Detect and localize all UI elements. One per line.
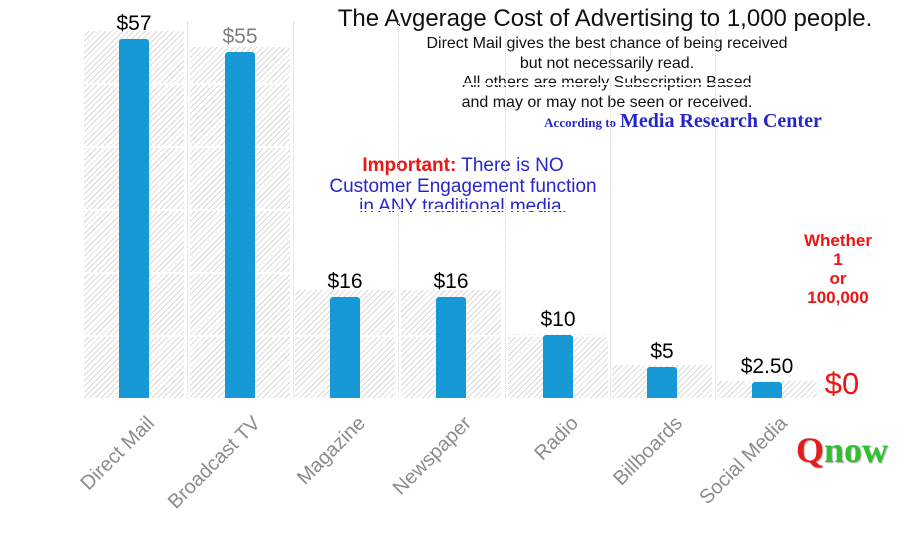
bar-direct-mail: [119, 38, 149, 398]
important-rest: There is NO: [456, 155, 564, 176]
gridline-vertical: [610, 22, 611, 398]
category-label: Magazine: [292, 412, 370, 490]
bar-magazine: [330, 297, 360, 398]
category-label: Radio: [530, 412, 583, 465]
gridline-vertical: [292, 22, 294, 398]
gridline-horizontal: [83, 272, 818, 274]
bar-value-label: $10: [540, 308, 576, 331]
category-label: Broadcast TV: [163, 412, 265, 514]
side-note-line-4: 100,000: [807, 288, 869, 307]
important-note-line-3: in ANY traditional media.: [359, 196, 567, 217]
bar-broadcast-tv: [225, 51, 255, 398]
important-note: Important: There is NO Customer Engageme…: [287, 155, 639, 218]
attribution: According to Media Research Center: [433, 110, 905, 133]
gridline-horizontal: [83, 209, 818, 211]
side-note: Whether 1 or 100,000: [786, 231, 890, 307]
gridline-vertical: [714, 22, 716, 398]
important-note-line-2: Customer Engagement function: [329, 175, 597, 197]
bar-radio: [543, 335, 573, 398]
bar-value-label: $16: [327, 270, 363, 294]
chart-subtitle: Direct Mail gives the best chance of bei…: [310, 34, 904, 112]
bar-social-media: [752, 382, 782, 398]
gridline-vertical: [504, 22, 506, 398]
category-label: Billboards: [609, 412, 687, 490]
important-note-line-1: Important: There is NO: [287, 155, 639, 177]
gridline-vertical: [187, 22, 188, 398]
gridline-horizontal: [83, 146, 818, 148]
qnow-logo: Qnow: [796, 431, 888, 469]
side-note-line-3: or: [829, 269, 847, 288]
attribution-prefix: According to: [544, 115, 617, 130]
zero-dollar-label: $0: [824, 366, 860, 401]
bar-billboards: [647, 366, 677, 398]
bar-value-label: $57: [116, 11, 152, 35]
subtitle-line-4: and may or may not be seen or received.: [461, 93, 753, 111]
subtitle-line-2: but not necessarily read.: [519, 54, 695, 72]
side-note-line-1: Whether: [804, 231, 872, 250]
gridline-horizontal: [83, 83, 818, 85]
category-label: Direct Mail: [76, 412, 159, 495]
qnow-logo-q: Q: [796, 430, 825, 470]
attribution-source: Media Research Center: [620, 110, 822, 132]
category-label: Newspaper: [388, 412, 476, 500]
important-label: Important:: [362, 155, 457, 176]
qnow-logo-now: now: [824, 430, 889, 470]
category-label: Social Media: [695, 412, 792, 509]
bar-value-label: $2.50: [740, 355, 794, 379]
subtitle-line-1: Direct Mail gives the best chance of bei…: [426, 35, 788, 52]
side-note-line-2: 1: [833, 250, 843, 269]
bar-value-label: $16: [433, 270, 469, 294]
bar-value-label: $55: [222, 24, 258, 48]
chart-title: The Avgerage Cost of Advertising to 1,00…: [337, 5, 873, 32]
bar-newspaper: [436, 297, 466, 398]
gridline-vertical: [398, 22, 399, 398]
bar-value-label: $5: [650, 339, 674, 363]
subtitle-line-3: All others are merely Subscription Based: [310, 73, 904, 93]
